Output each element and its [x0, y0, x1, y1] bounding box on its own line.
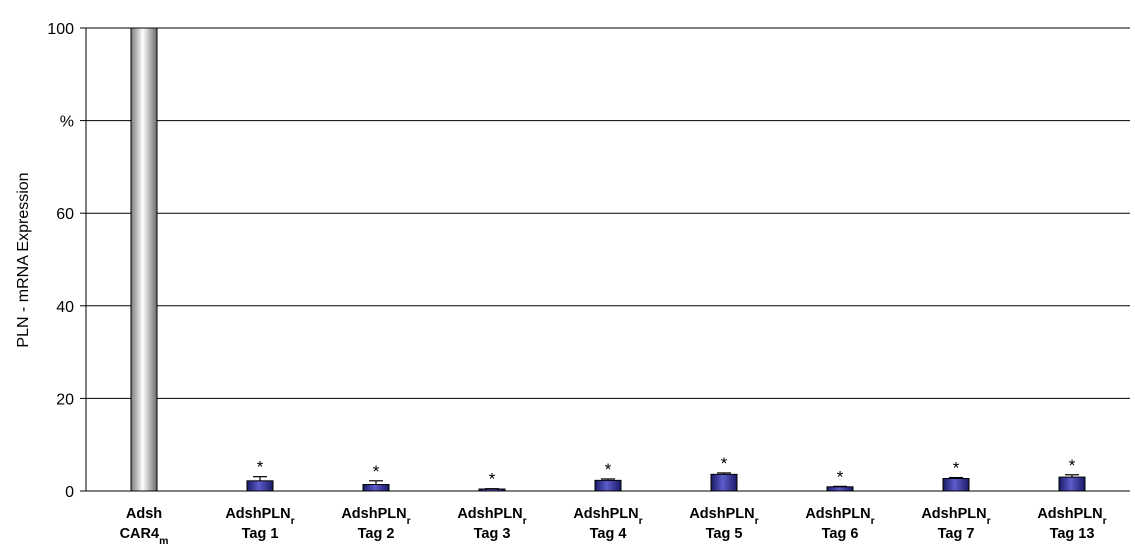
x-tick-label: AdshPLNr [1037, 506, 1106, 527]
x-tick-label: Tag 13 [1050, 526, 1095, 542]
bar [594, 479, 622, 492]
x-tick-label: AdshPLNr [341, 506, 410, 527]
significance-marker: * [489, 470, 496, 489]
significance-marker: * [721, 454, 728, 473]
y-tick-label: 60 [56, 206, 74, 223]
x-tick-label: Tag 1 [242, 526, 279, 542]
x-tick-label: Tag 6 [822, 526, 859, 542]
x-tick-label: AdshPLNr [921, 506, 990, 527]
y-tick-label: 40 [56, 299, 74, 316]
bars: * * * * * * * * [130, 27, 1086, 492]
bar [1058, 476, 1086, 492]
x-tick-label: AdshPLNr [689, 506, 758, 527]
axes: 0 20 40 60% 100 [47, 21, 1130, 501]
x-tick-label: AdshPLNr [573, 506, 642, 527]
bar [826, 486, 854, 492]
x-tick-label: Tag 5 [706, 526, 743, 542]
x-tick-label: AdshPLNr [457, 506, 526, 527]
y-axis-label: PLN - mRNA Expression [15, 172, 32, 347]
bar [942, 477, 970, 492]
bar [362, 484, 390, 492]
gridlines [86, 27, 1130, 399]
significance-marker: * [373, 462, 380, 481]
significance-marker: * [953, 459, 960, 478]
y-tick-label: 0 [65, 484, 74, 501]
x-tick-label: Tag 2 [358, 526, 395, 542]
x-tick-label: Tag 4 [590, 526, 627, 542]
x-tick-label: Tag 3 [474, 526, 511, 542]
x-tick-label: AdshPLNr [225, 506, 294, 527]
significance-marker: * [1069, 456, 1076, 475]
x-tick-label: Adsh [126, 506, 162, 522]
bar [130, 27, 158, 492]
significance-marker: * [837, 467, 844, 486]
y-tick-label: 100 [47, 21, 74, 38]
x-tick-label: CAR4m [120, 526, 169, 545]
x-tick-label: AdshPLNr [805, 506, 874, 527]
y-tick-label: % [60, 114, 74, 131]
bar [710, 473, 738, 492]
significance-marker: * [257, 458, 264, 477]
bar [246, 480, 274, 492]
y-tick-label: 20 [56, 391, 74, 408]
significance-marker: * [605, 460, 612, 479]
x-tick-label: Tag 7 [938, 526, 975, 542]
bar [478, 488, 506, 492]
